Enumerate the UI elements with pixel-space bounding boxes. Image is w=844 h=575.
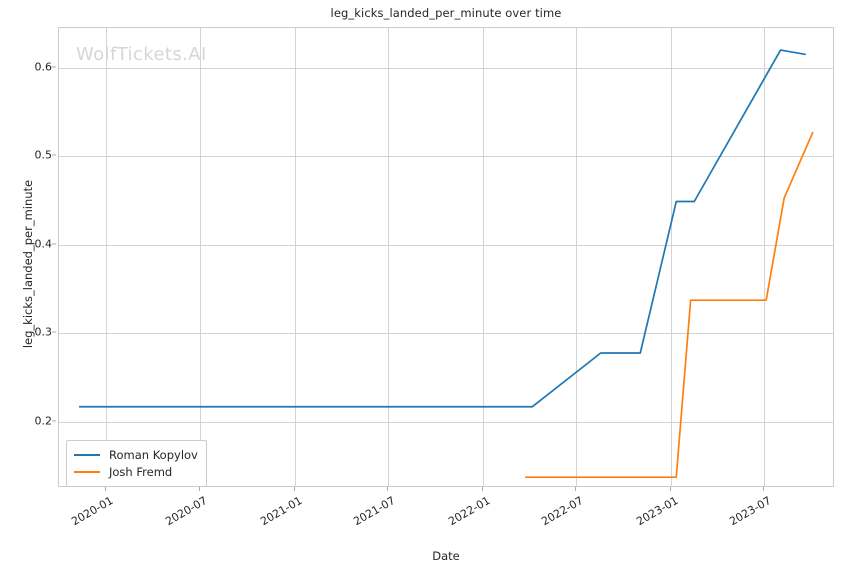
legend-item-label: Josh Fremd bbox=[109, 464, 173, 479]
y-tick-label: 0.4 bbox=[34, 237, 53, 251]
x-tick-mark bbox=[293, 487, 295, 491]
x-tick-label: 2023-01 bbox=[634, 494, 681, 529]
series-line bbox=[525, 131, 814, 479]
gridline-horizontal bbox=[59, 67, 833, 69]
x-tick-label: 2022-07 bbox=[539, 494, 586, 529]
y-tick-label: 0.6 bbox=[34, 60, 53, 74]
y-tick-mark bbox=[52, 243, 56, 245]
legend-swatch-icon bbox=[74, 453, 100, 456]
gridline-vertical bbox=[294, 28, 296, 486]
x-tick-label: 2020-01 bbox=[69, 494, 116, 529]
x-tick-mark bbox=[575, 487, 577, 491]
legend-item[interactable]: Josh Fremd bbox=[74, 463, 198, 480]
gridline-horizontal bbox=[59, 333, 833, 335]
y-axis-ticks: 0.2 0.3 0.4 0.5 0.6 bbox=[0, 27, 56, 487]
y-tick-label: 0.3 bbox=[34, 325, 53, 339]
gridline-vertical bbox=[671, 28, 673, 486]
legend-item[interactable]: Roman Kopylov bbox=[74, 446, 198, 463]
legend[interactable]: Roman Kopylov Josh Fremd bbox=[66, 440, 207, 487]
x-tick-mark bbox=[670, 487, 672, 491]
y-tick-label: 0.5 bbox=[34, 148, 53, 162]
series-line bbox=[79, 49, 806, 408]
y-axis-label: leg_kicks_landed_per_minute bbox=[21, 179, 35, 349]
gridline-horizontal bbox=[59, 244, 833, 246]
gridline-vertical bbox=[106, 28, 108, 486]
plot-area: WolfTickets.AI bbox=[58, 27, 834, 487]
gridline-vertical bbox=[764, 28, 766, 486]
gridline-vertical bbox=[576, 28, 578, 486]
y-tick-label: 0.2 bbox=[34, 414, 53, 428]
x-axis-label: Date bbox=[432, 549, 460, 563]
x-tick-mark bbox=[763, 487, 765, 491]
gridline-vertical bbox=[483, 28, 485, 486]
x-tick-mark bbox=[105, 487, 107, 491]
x-tick-label: 2022-01 bbox=[446, 494, 493, 529]
x-tick-label: 2023-07 bbox=[727, 494, 774, 529]
x-tick-label: 2020-07 bbox=[163, 494, 210, 529]
x-tick-label: 2021-01 bbox=[258, 494, 305, 529]
gridline-horizontal bbox=[59, 421, 833, 423]
gridline-vertical bbox=[388, 28, 390, 486]
page-title: leg_kicks_landed_per_minute over time bbox=[330, 6, 562, 20]
x-axis-ticks: 2020-01 2020-07 2021-01 2021-07 2022-01 2022-… bbox=[58, 487, 834, 547]
y-tick-mark bbox=[52, 66, 56, 68]
series-layer bbox=[79, 49, 814, 479]
legend-swatch-icon bbox=[74, 470, 100, 473]
x-tick-mark bbox=[387, 487, 389, 491]
legend-item-label: Roman Kopylov bbox=[109, 447, 198, 462]
x-tick-mark bbox=[199, 487, 201, 491]
y-tick-mark bbox=[52, 331, 56, 333]
x-tick-label: 2021-07 bbox=[351, 494, 398, 529]
gridline-vertical bbox=[200, 28, 202, 486]
y-tick-mark bbox=[52, 420, 56, 422]
watermark: WolfTickets.AI bbox=[76, 44, 207, 65]
x-tick-mark bbox=[482, 487, 484, 491]
y-tick-mark bbox=[52, 154, 56, 156]
gridline-horizontal bbox=[59, 156, 833, 158]
